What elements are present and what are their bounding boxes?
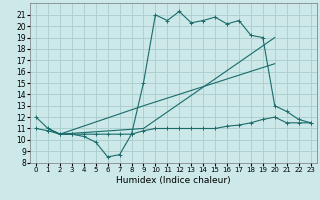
X-axis label: Humidex (Indice chaleur): Humidex (Indice chaleur) [116,176,231,185]
